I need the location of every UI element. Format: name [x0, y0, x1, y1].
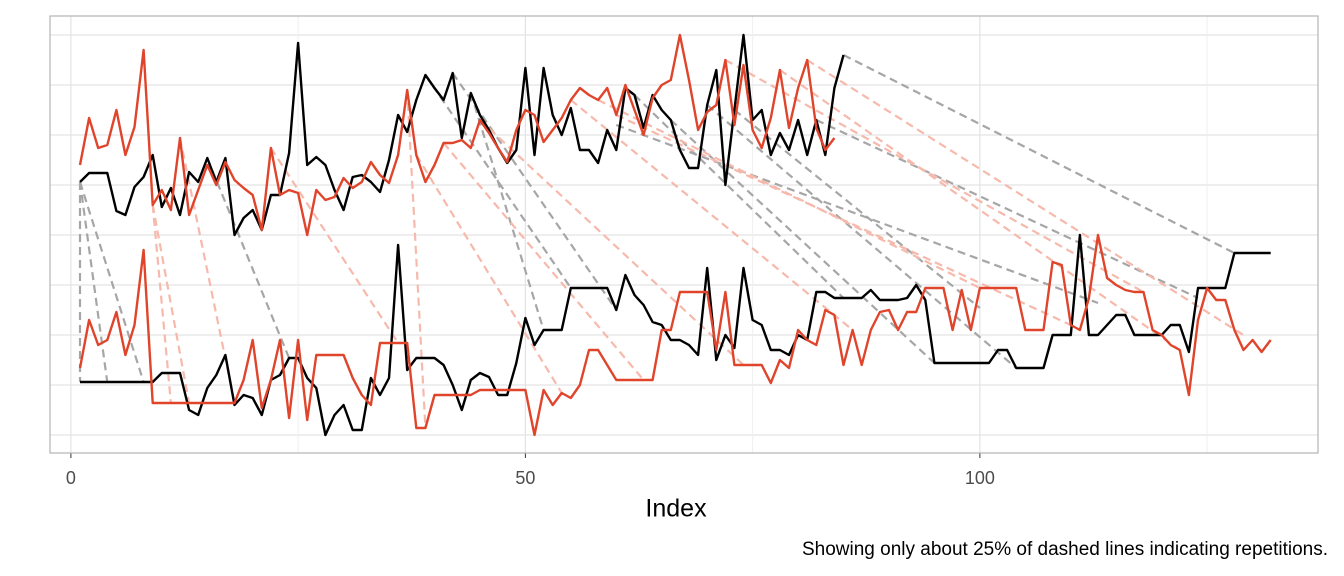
repetition-link	[633, 94, 845, 299]
repetition-link	[670, 119, 936, 364]
caption: Showing only about 25% of dashed lines i…	[802, 539, 1328, 560]
repetition-link	[806, 59, 1245, 336]
repetition-link	[479, 119, 745, 366]
repetition-link	[424, 74, 572, 289]
x-axis-title: Index	[645, 495, 707, 523]
x-tick-label: 0	[66, 468, 76, 488]
repetition-link	[615, 114, 1072, 326]
panel-border	[49, 15, 1319, 454]
repetition-link	[78, 181, 109, 383]
x-tick-label: 50	[515, 468, 535, 488]
repetition-link	[206, 157, 291, 359]
repetition-link	[779, 69, 1181, 351]
repetition-link	[269, 147, 400, 344]
series-line	[80, 233, 1271, 437]
repetition-link	[78, 181, 145, 383]
series-line	[78, 233, 1272, 437]
repetition-link	[843, 54, 1235, 254]
repetition-link	[570, 99, 854, 331]
repetition-link	[815, 119, 1199, 299]
repetition-link	[151, 204, 172, 404]
repetition-link	[615, 123, 1099, 305]
x-tick-label: 100	[965, 468, 995, 488]
repetition-link	[451, 72, 618, 311]
repetition-link	[406, 89, 427, 429]
repetition-link	[415, 154, 563, 394]
repetition-link	[151, 204, 191, 404]
repetition-link	[706, 104, 1017, 369]
repetition-link	[442, 142, 645, 381]
repetition-link	[469, 92, 545, 331]
series-line	[79, 33, 845, 237]
series-line	[78, 33, 836, 237]
